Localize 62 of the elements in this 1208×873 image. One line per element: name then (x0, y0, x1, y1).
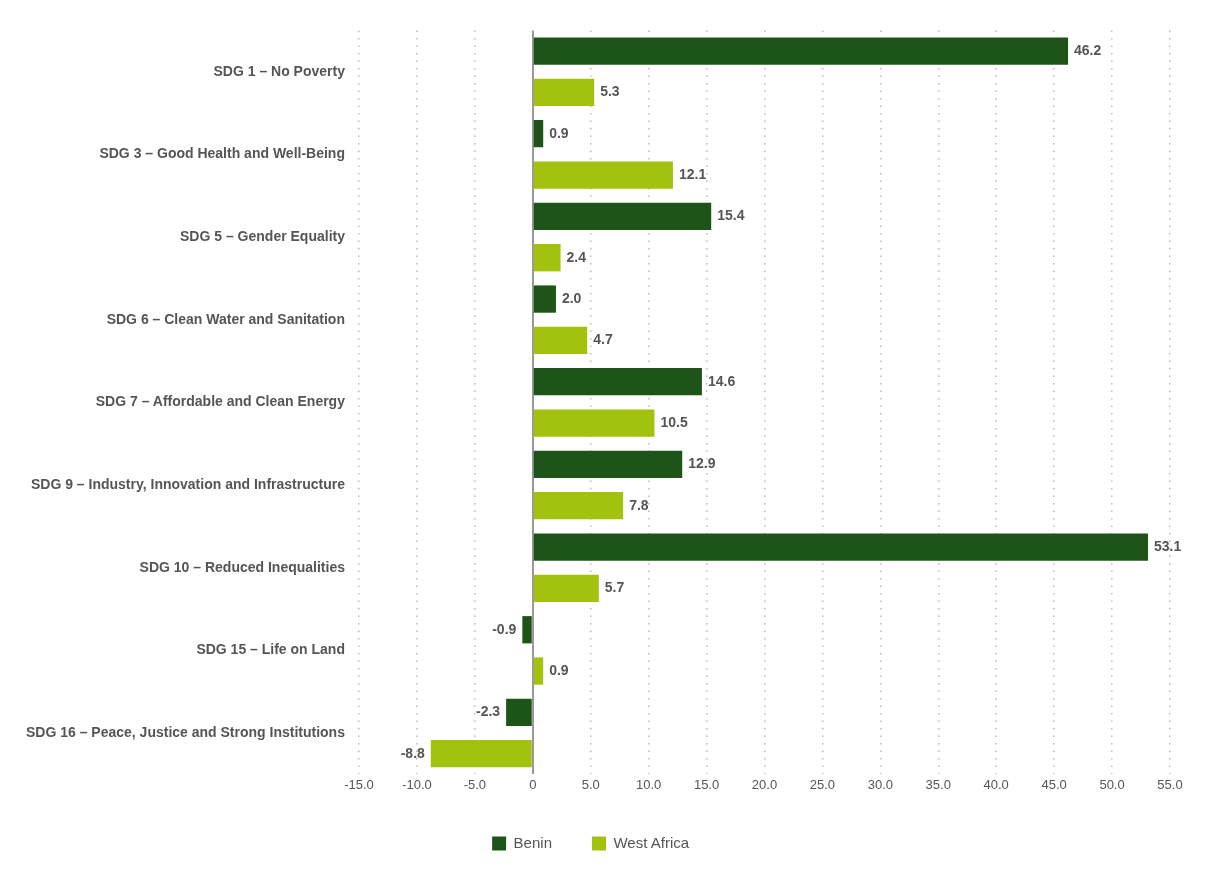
y-tick-label: SDG 3 – Good Health and Well-Being (99, 145, 345, 162)
bar (533, 657, 544, 685)
data-label: 46.2 (1074, 41, 1102, 58)
data-label: 0.9 (549, 124, 569, 141)
bar (533, 161, 673, 189)
x-tick-label: 35.0 (925, 776, 951, 792)
bar (533, 409, 655, 437)
y-tick-label: SDG 7 – Affordable and Clean Energy (95, 393, 346, 410)
x-tick-label: -10.0 (402, 776, 432, 792)
bar (533, 326, 588, 355)
bar (533, 244, 561, 272)
y-tick-label: SDG 1 – No Poverty (213, 62, 346, 79)
bar (533, 202, 712, 231)
bar (533, 492, 624, 520)
bar (533, 450, 683, 479)
x-tick-label: 20.0 (751, 776, 778, 792)
bar (533, 37, 1069, 65)
data-label: 14.6 (707, 372, 736, 389)
data-label: -8.8 (400, 744, 426, 761)
legend-label: West Africa (613, 833, 690, 851)
x-tick-label: 50.0 (1099, 776, 1125, 792)
y-tick-label: SDG 9 – Industry, Innovation and Infrastructure (30, 475, 346, 492)
x-tick-label: 25.0 (809, 776, 836, 792)
bar (533, 368, 702, 396)
data-label: 2.4 (566, 248, 587, 265)
x-tick-label: -5.0 (463, 776, 487, 792)
x-tick-label: 55.0 (1157, 776, 1183, 792)
y-tick-label: SDG 6 – Clean Water and Sanitation (106, 310, 345, 327)
data-label: 12.1 (678, 165, 707, 182)
y-tick-label: SDG 10 – Reduced Inequalities (139, 558, 346, 575)
x-tick-label: 45.0 (1041, 776, 1067, 792)
bar (506, 698, 532, 727)
data-label: 2.0 (561, 289, 582, 306)
x-tick-label: 15.0 (693, 776, 720, 792)
data-label: 4.7 (593, 331, 613, 348)
data-label: 12.9 (688, 455, 716, 472)
x-tick-label: 5.0 (581, 776, 600, 792)
y-tick-label: SDG 16 – Peace, Justice and Strong Institutions (25, 723, 346, 740)
bar (522, 616, 532, 644)
data-label: -2.3 (475, 703, 501, 720)
x-tick-label: 30.0 (867, 776, 893, 792)
data-label: 0.9 (549, 661, 569, 678)
data-label: -0.9 (492, 620, 517, 637)
data-label: 5.3 (600, 83, 620, 100)
data-label: 10.5 (660, 413, 688, 430)
bar (533, 120, 544, 148)
x-tick-label: 10.0 (635, 776, 662, 792)
y-tick-label: SDG 5 – Gender Equality (180, 227, 346, 244)
legend-label: Benin (513, 833, 552, 851)
x-tick-label: 40.0 (983, 776, 1009, 792)
bar (533, 78, 595, 107)
data-label: 53.1 (1153, 537, 1182, 554)
data-label: 7.8 (629, 496, 649, 513)
bar (533, 285, 556, 313)
bar (533, 574, 599, 603)
x-tick-label: -15.0 (344, 776, 374, 792)
bar (430, 740, 532, 768)
y-tick-label: SDG 15 – Life on Land (196, 641, 345, 658)
x-tick-label: 0 (529, 776, 537, 792)
bar (533, 533, 1148, 561)
data-label: 5.7 (604, 579, 625, 596)
data-label: 15.4 (717, 207, 745, 224)
